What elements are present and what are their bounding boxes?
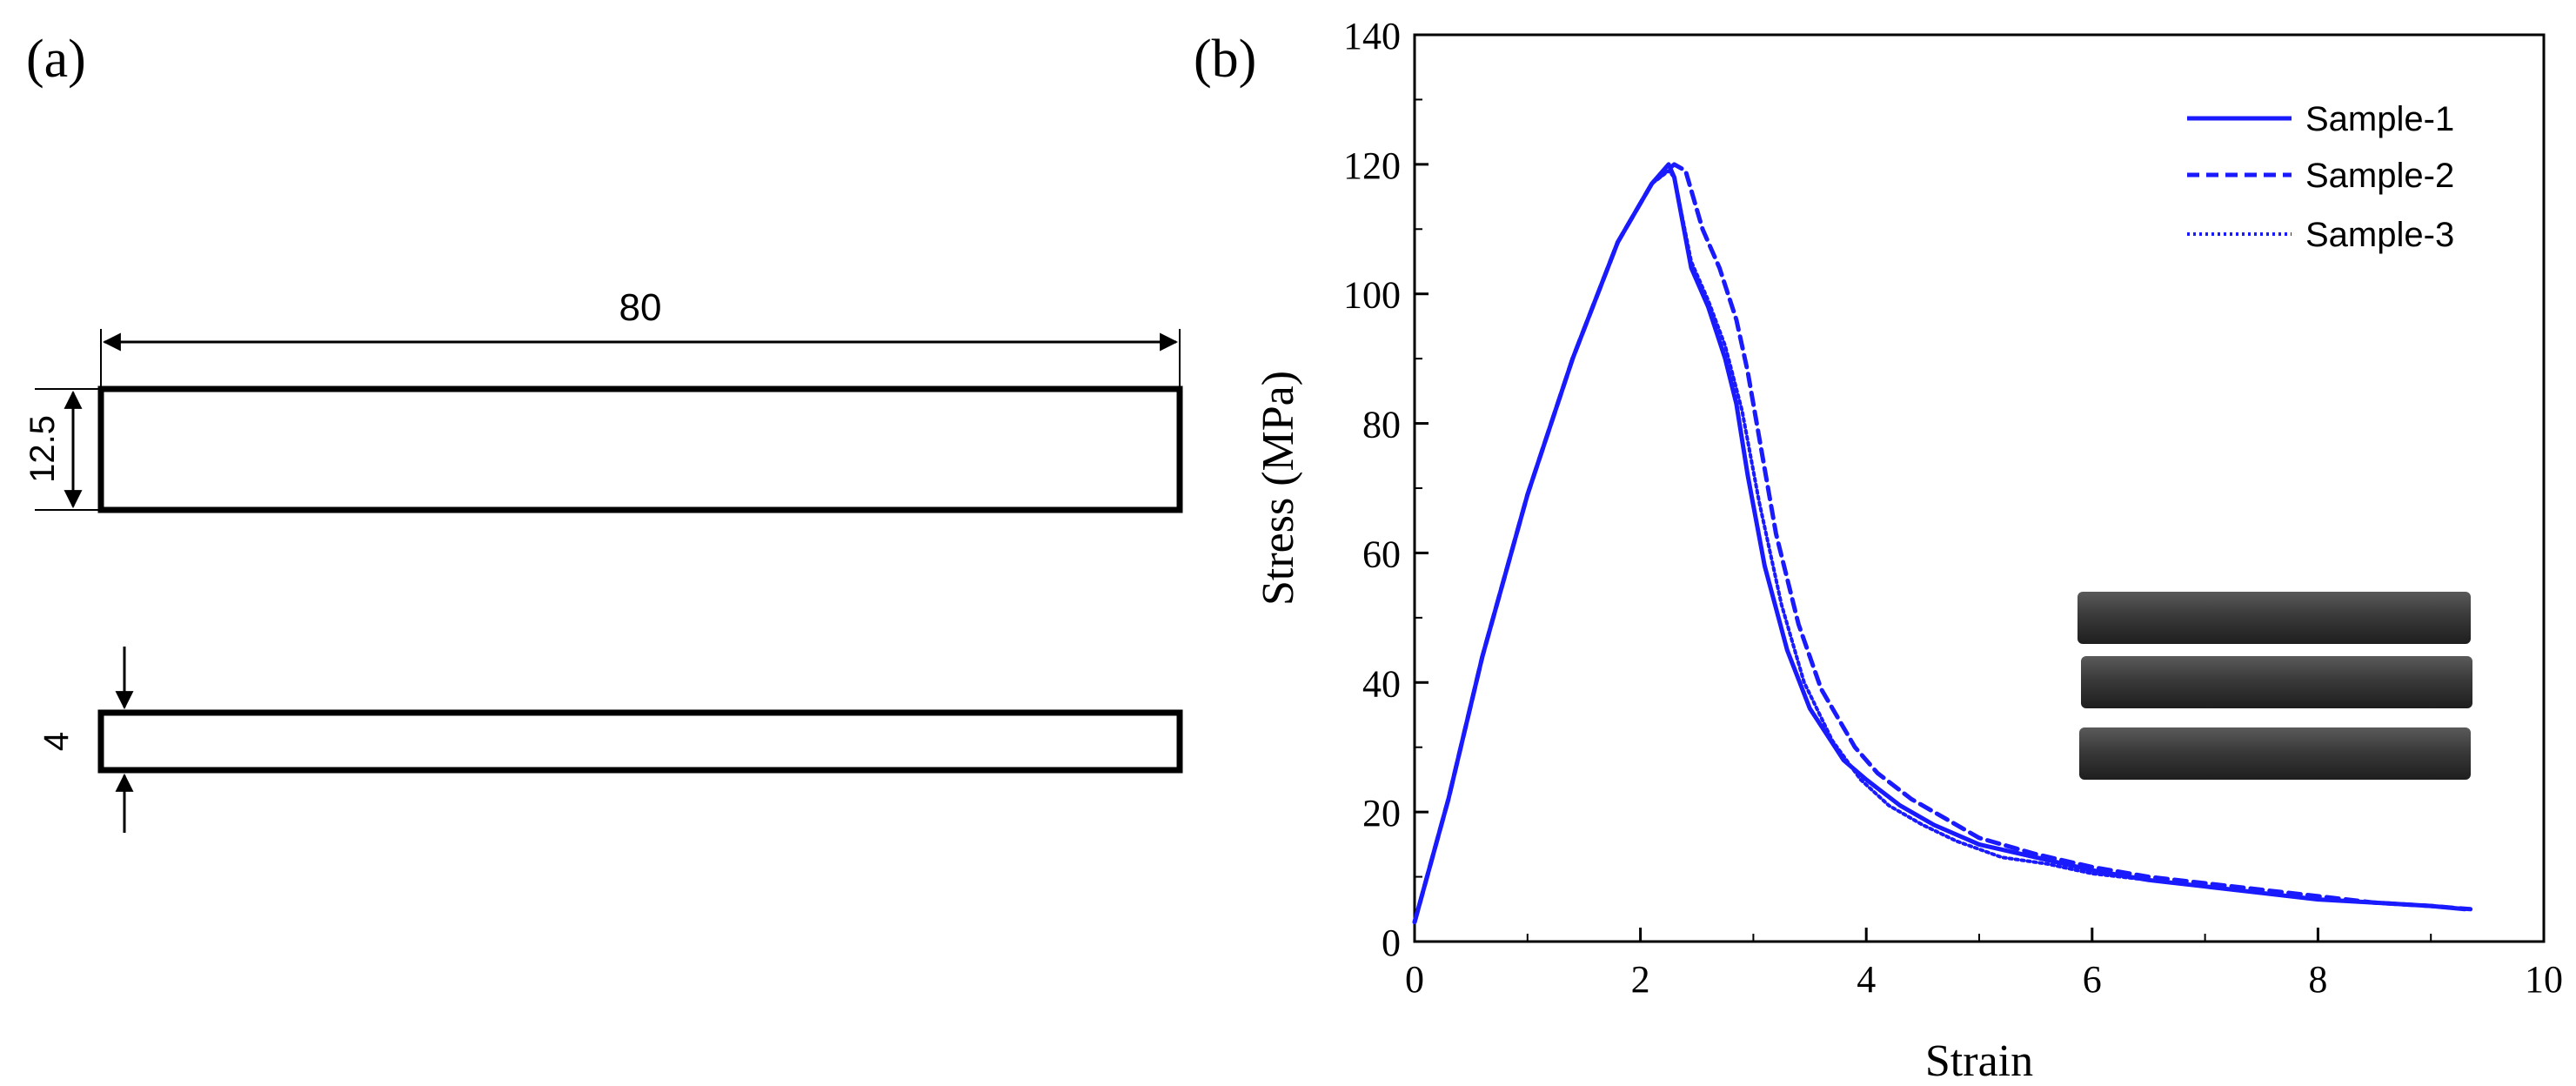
panel-a-label: (a) — [26, 30, 86, 89]
series-layer — [1412, 162, 2473, 925]
legend-label-sample-1: Sample-1 — [2305, 100, 2454, 138]
x-tick-label: 10 — [2525, 958, 2563, 1001]
y-tick-label: 0 — [1382, 922, 1401, 964]
x-axis-label: Strain — [1925, 1036, 2033, 1086]
x-tick-label: 8 — [2308, 958, 2327, 1001]
width-dimension-label: 12.5 — [23, 415, 62, 483]
x-tick-label: 4 — [1857, 958, 1876, 1001]
specimen-photo-bar-2 — [2081, 656, 2472, 708]
y-tick-label: 40 — [1362, 662, 1401, 705]
legend: Sample-1 Sample-2 Sample-3 — [2187, 100, 2454, 254]
series-line-sample-3 — [1413, 169, 2467, 924]
y-tick-label: 20 — [1362, 792, 1401, 835]
y-tick-label: 140 — [1343, 15, 1401, 57]
panel-b-label: (b) — [1194, 30, 1256, 89]
legend-label-sample-3: Sample-3 — [2305, 216, 2454, 254]
y-tick-label: 120 — [1343, 144, 1401, 187]
length-dimension-label: 80 — [619, 286, 662, 329]
y-tick-label: 100 — [1343, 274, 1401, 317]
legend-label-sample-2: Sample-2 — [2305, 157, 2454, 195]
specimen-photo-inset — [2078, 592, 2472, 780]
x-tick-label: 2 — [1631, 958, 1650, 1001]
x-tick-labels: 0 2 4 6 8 10 — [1405, 958, 2563, 1001]
y-axis-label: Stress (MPa) — [1254, 371, 1303, 606]
specimen-top-view — [97, 385, 1183, 513]
y-tick-label: 60 — [1362, 533, 1401, 575]
x-tick-label: 6 — [2083, 958, 2102, 1001]
specimen-photo-bar-1 — [2078, 592, 2471, 644]
y-tick-label: 80 — [1362, 404, 1401, 446]
series-line-sample-2 — [1412, 162, 2473, 925]
thickness-dimension-label: 4 — [37, 732, 76, 751]
x-tick-label: 0 — [1405, 958, 1424, 1001]
panel-a: (a) 80 12.5 4 — [23, 30, 1183, 833]
specimen-photo-bar-3 — [2079, 727, 2471, 780]
specimen-side-view — [97, 709, 1183, 774]
y-tick-labels: 0 20 40 60 80 100 120 140 — [1343, 15, 1401, 964]
axis-ticks — [1413, 33, 2546, 943]
series-line-sample-1 — [1412, 162, 2467, 925]
panel-b: (b) 0 20 40 60 80 100 120 140 0 2 4 6 8 10 Stress (M… — [1194, 15, 2563, 1086]
